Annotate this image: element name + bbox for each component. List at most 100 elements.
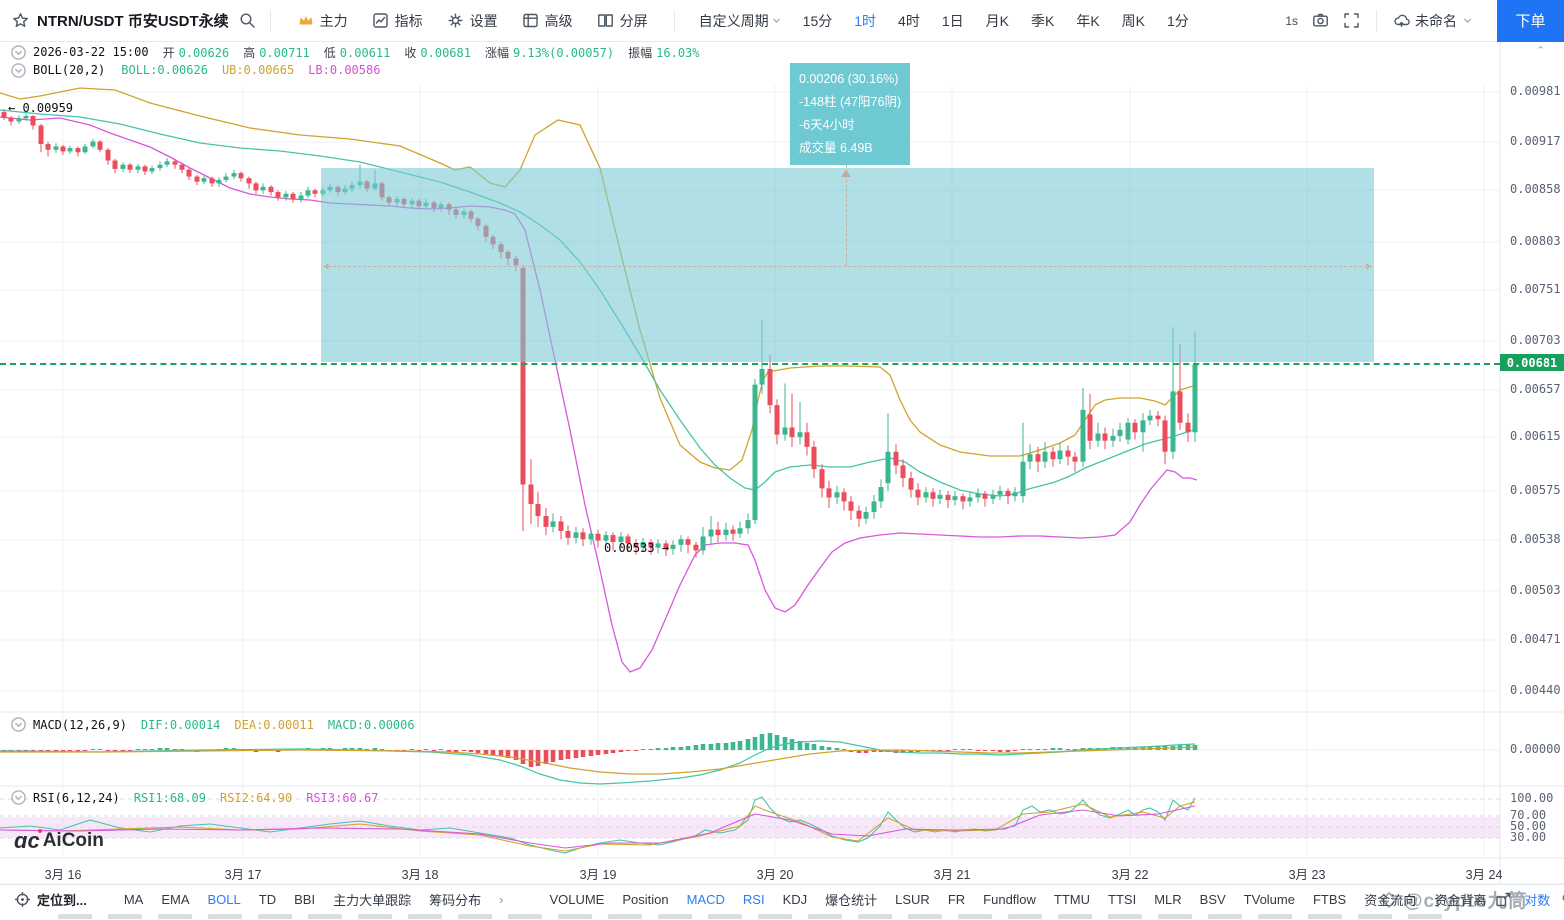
price-axis-label: 50.00 (1510, 819, 1547, 833)
refresh-interval[interactable]: 1s (1285, 13, 1298, 28)
period-tab-1时[interactable]: 1时 (854, 12, 877, 29)
indicator-tab-TTMU[interactable]: TTMU (1053, 892, 1091, 907)
scale-toggle-%[interactable]: % (1562, 892, 1564, 907)
indicator-tab-TD[interactable]: TD (258, 892, 277, 907)
candle-datetime: 2026-03-22 15:00 (33, 45, 149, 59)
macd-title: MACD(12,26,9) (33, 717, 127, 732)
indicator-tab-TVolume[interactable]: TVolume (1243, 892, 1295, 907)
indicator-tab-VOLUME[interactable]: VOLUME (549, 892, 605, 907)
indicator-tab-EMA[interactable]: EMA (161, 892, 190, 907)
cutoff-block (558, 914, 592, 919)
menu-crown[interactable]: 主力 (297, 11, 348, 31)
indicator-tab-TTSI[interactable]: TTSI (1108, 892, 1137, 907)
main-menu: 主力 指标 设置 高级 分屏 (285, 11, 660, 31)
menu-label: 分屏 (619, 12, 648, 29)
scale-options: 对数%自动 (1495, 890, 1564, 909)
cutoff-block (258, 914, 292, 919)
divider (1376, 9, 1377, 32)
measurement-tooltip[interactable]: 0.00206 (30.16%) -148柱 (47阳76阴) -6天4小时 成交量 … (790, 63, 911, 165)
scale-toggle-对数[interactable]: 对数 (1524, 893, 1551, 908)
boll-values: BOLL:0.00626 UB:0.00665 LB:0.00586 (121, 63, 394, 77)
popout-icon[interactable] (1495, 891, 1512, 908)
indicator-tab-LSUR[interactable]: LSUR (895, 892, 930, 907)
search-icon[interactable] (239, 12, 256, 29)
rsi-info-row: RSI(6,12,24) RSI1:68.09 RSI2:64.90 RSI3:60… (0, 789, 392, 806)
layout-selector[interactable]: 未命名 (1393, 11, 1473, 31)
date-axis-label: 3月 20 (756, 868, 794, 882)
menu-advanced[interactable]: 高级 (522, 11, 573, 31)
locate-label: 定位到... (37, 893, 87, 908)
current-price-line (0, 363, 1500, 365)
indicator-tab-RSI[interactable]: RSI (742, 892, 765, 907)
indicator-tab-FR[interactable]: FR (947, 892, 966, 907)
price-axis-label: 0.00503 (1510, 583, 1561, 597)
cutoff-block (208, 914, 242, 919)
cutoff-block (708, 914, 742, 919)
rsi-value: RSI3:60.67 (306, 790, 379, 805)
period-tab-季K[interactable]: 季K (1030, 12, 1055, 29)
chevron-down-icon (1464, 18, 1471, 23)
ohlc-field-value: 0.00681 (420, 45, 471, 60)
indicator-tab-资金背离[interactable]: 资金背离 (1434, 893, 1487, 908)
period-tab-4时[interactable]: 4时 (898, 12, 920, 29)
top-toolbar: NTRN/USDT 币安USDT永续 主力 指标 设置 高级 分屏 自定义周期 15分 1… (0, 0, 1564, 42)
price-axis-label: 0.00575 (1510, 483, 1561, 497)
indicator-tab-BOLL[interactable]: BOLL (207, 892, 241, 907)
low-price-annotation: 0.00533 → (604, 541, 670, 555)
up-arrow-icon (841, 170, 851, 177)
place-order-button[interactable]: 下单 (1497, 0, 1564, 42)
custom-period-dropdown[interactable]: 自定义周期 (699, 11, 782, 31)
tooltip-line: -148柱 (47阳76阴) (799, 95, 902, 109)
menu-gear[interactable]: 设置 (447, 11, 498, 31)
collapse-axis-button[interactable]: ⌃ (1536, 45, 1546, 57)
indicator-tab-Fundflow[interactable]: Fundflow (983, 892, 1036, 907)
period-tab-周K[interactable]: 周K (1121, 12, 1146, 29)
indicator-tab-FTBS[interactable]: FTBS (1312, 892, 1347, 907)
indicator-tab-Position[interactable]: Position (622, 892, 669, 907)
cutoff-block (658, 914, 692, 919)
menu-split[interactable]: 分屏 (597, 11, 648, 31)
ohlc-field-value: 0.00611 (339, 45, 391, 60)
screenshot-camera-icon[interactable] (1312, 12, 1329, 29)
period-tab-1分[interactable]: 1分 (1167, 12, 1189, 29)
period-tab-月K[interactable]: 月K (985, 12, 1009, 29)
collapse-row-icon[interactable] (10, 44, 27, 61)
toolbar-right: 1s 未命名 下单 (1285, 0, 1564, 42)
indicator-tab-KDJ[interactable]: KDJ (782, 892, 808, 907)
collapse-row-icon[interactable] (10, 789, 27, 806)
collapse-row-icon[interactable] (10, 716, 27, 733)
collapse-row-icon[interactable] (10, 62, 27, 79)
indicator-tab-爆仓统计[interactable]: 爆仓统计 (825, 893, 878, 908)
period-tab-1日[interactable]: 1日 (941, 12, 964, 29)
period-tab-15分[interactable]: 15分 (802, 12, 833, 29)
fullscreen-icon[interactable] (1343, 12, 1360, 29)
indicator-tab-BBI[interactable]: BBI (294, 892, 316, 907)
indicator-tab-资金流向[interactable]: 资金流向 (1364, 893, 1417, 908)
ohlc-field-label: 涨幅 (484, 45, 509, 60)
measurement-anchor-line (846, 160, 847, 266)
favorite-star-icon[interactable] (12, 12, 29, 29)
boll-title: BOLL(20,2) (33, 63, 106, 77)
locate-button[interactable]: 定位到... (14, 890, 87, 909)
indicator-tab-MA[interactable]: MA (123, 892, 144, 907)
date-axis-label: 3月 23 (1288, 868, 1326, 882)
menu-chart[interactable]: 指标 (372, 11, 423, 31)
indicator-tab-BSV[interactable]: BSV (1199, 892, 1226, 907)
more-indicators-arrow[interactable]: › (499, 892, 504, 907)
indicator-tab-MACD[interactable]: MACD (686, 892, 725, 907)
cutoff-block (1158, 914, 1192, 919)
indicator-tab-MLR[interactable]: MLR (1154, 892, 1182, 907)
boll-value: LB:0.00586 (308, 63, 381, 77)
measurement-box[interactable] (321, 168, 1374, 362)
ohlc-field-label: 收 (404, 45, 417, 60)
rsi-value: RSI2:64.90 (219, 790, 293, 805)
price-axis-label: 0.00538 (1510, 532, 1561, 546)
indicator-tab-主力大单跟踪[interactable]: 主力大单跟踪 (333, 893, 412, 908)
period-tab-年K[interactable]: 年K (1076, 12, 1100, 29)
cutoff-block (1058, 914, 1092, 919)
high-price-annotation: ← 0.00959 (8, 101, 74, 115)
price-axis-label: 0.00440 (1510, 683, 1561, 697)
price-axis-label: 0.00615 (1510, 429, 1561, 443)
price-axis-label: 0.00471 (1510, 632, 1561, 646)
indicator-tab-筹码分布[interactable]: 筹码分布 (429, 893, 482, 908)
